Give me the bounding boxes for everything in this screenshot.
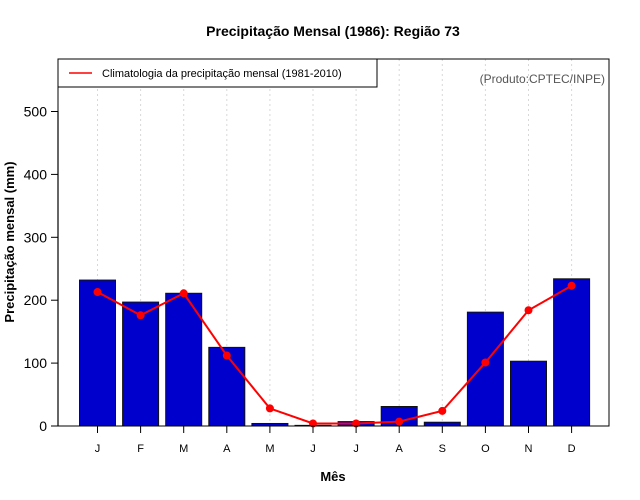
y-axis-title: Precipitação mensal (mm) [2,161,17,322]
legend-box [57,58,378,88]
bar-0 [79,279,116,427]
climatology-line [93,281,576,428]
x-tick-label-1: F [137,443,144,455]
climatology-point-7 [395,417,404,426]
x-tick-label-4: M [265,443,274,455]
y-tick-label-100: 100 [24,355,48,371]
x-tick-label-10: N [525,443,533,455]
bar-9 [466,311,504,427]
climatology-point-6 [352,419,361,428]
x-tick-label-8: S [439,443,446,455]
legend-label: Climatologia da precipitação mensal (198… [102,68,342,80]
climatology-point-4 [265,404,274,413]
bars [79,278,591,427]
bar-8 [423,421,461,427]
climatology-point-8 [438,406,447,415]
climatology-point-2 [179,289,188,298]
x-tick-label-3: A [223,443,231,455]
credit-annotation: (Produto:CPTEC/INPE) [480,72,605,86]
x-axis-title: Mês [320,469,345,484]
bar-1 [122,301,160,427]
y-tick-label-300: 300 [24,229,48,245]
climatology-point-3 [222,351,231,360]
x-tick-label-2: M [179,443,188,455]
y-tick-label-400: 400 [24,166,48,182]
x-tick-label-9: O [481,443,490,455]
climatology-polyline [97,284,573,425]
x-tick-label-0: J [95,443,101,455]
y-tick-label-0: 0 [39,418,47,434]
climatology-point-1 [136,311,145,320]
x-tick-label-11: D [568,443,576,455]
y-tick-label-200: 200 [24,292,48,308]
x-tick-label-5: J [310,443,316,455]
x-tick-label-6: J [353,443,359,455]
bar-2 [165,292,203,427]
bar-11 [553,278,591,427]
climatology-point-10 [524,306,533,315]
bar-10 [510,360,547,427]
chart-title: Precipitação Mensal (1986): Região 73 [206,23,460,39]
y-axis: 0 100 200 300 400 500 [24,104,59,434]
climatology-point-5 [309,419,317,428]
y-tick-label-500: 500 [24,104,48,120]
legend: Climatologia da precipitação mensal (198… [57,58,378,88]
climatology-point-11 [567,281,576,290]
climatology-point-0 [93,288,102,297]
climatology-point-9 [481,358,490,367]
x-tick-label-7: A [396,443,404,455]
